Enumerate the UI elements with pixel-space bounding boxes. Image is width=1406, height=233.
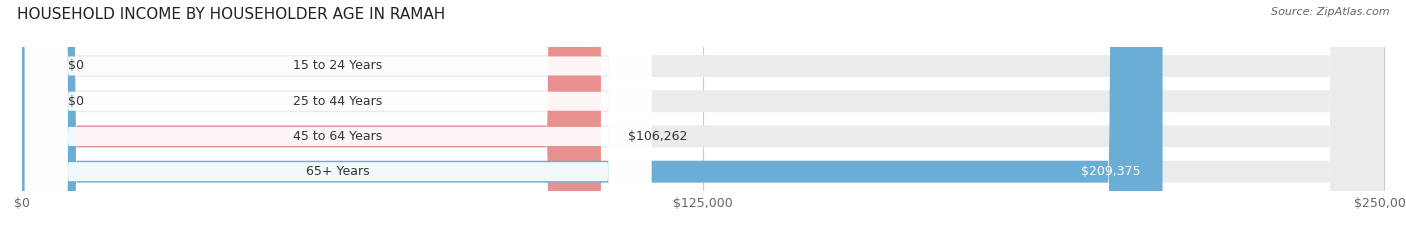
- FancyBboxPatch shape: [25, 0, 651, 233]
- FancyBboxPatch shape: [22, 0, 41, 233]
- Text: 15 to 24 Years: 15 to 24 Years: [294, 59, 382, 72]
- FancyBboxPatch shape: [22, 0, 1163, 233]
- FancyBboxPatch shape: [25, 0, 651, 233]
- FancyBboxPatch shape: [25, 0, 651, 233]
- Text: $106,262: $106,262: [628, 130, 688, 143]
- Text: $0: $0: [69, 95, 84, 108]
- Text: HOUSEHOLD INCOME BY HOUSEHOLDER AGE IN RAMAH: HOUSEHOLD INCOME BY HOUSEHOLDER AGE IN R…: [17, 7, 446, 22]
- Text: 25 to 44 Years: 25 to 44 Years: [294, 95, 382, 108]
- Text: $209,375: $209,375: [1081, 165, 1140, 178]
- FancyBboxPatch shape: [22, 0, 1384, 233]
- Text: 65+ Years: 65+ Years: [307, 165, 370, 178]
- FancyBboxPatch shape: [22, 0, 1384, 233]
- Text: $0: $0: [69, 59, 84, 72]
- FancyBboxPatch shape: [22, 0, 1384, 233]
- FancyBboxPatch shape: [22, 0, 600, 233]
- Text: Source: ZipAtlas.com: Source: ZipAtlas.com: [1271, 7, 1389, 17]
- FancyBboxPatch shape: [22, 0, 41, 233]
- Text: 45 to 64 Years: 45 to 64 Years: [294, 130, 382, 143]
- FancyBboxPatch shape: [22, 0, 1384, 233]
- FancyBboxPatch shape: [25, 0, 651, 233]
